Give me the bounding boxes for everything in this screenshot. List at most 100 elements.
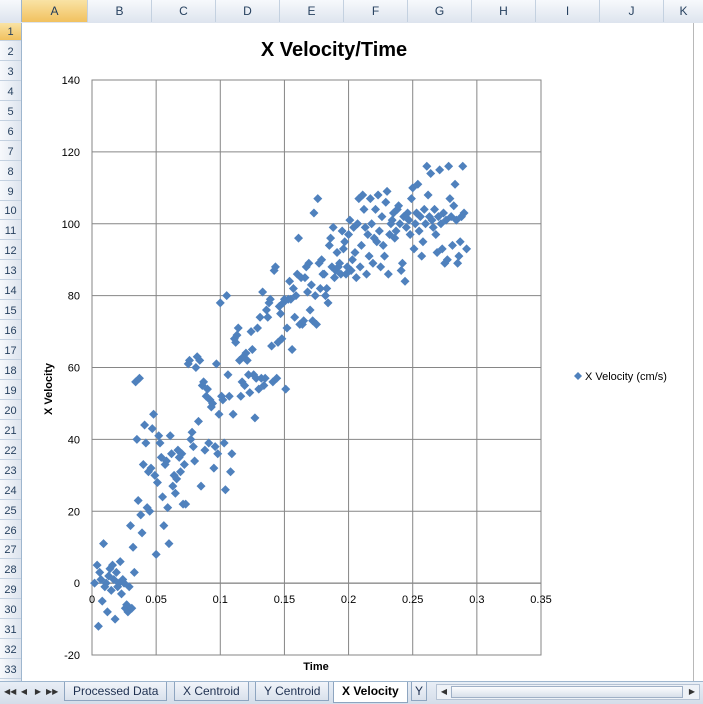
data-point — [161, 456, 171, 466]
y-tick-label: 120 — [62, 147, 80, 159]
worksheet[interactable]: -20 0 20 40 60 80 100 120 140 0 0.05 0.1 0.15 0.2 0.2… — [22, 23, 703, 681]
data-point — [214, 409, 224, 419]
row-header-27[interactable]: 27 — [0, 541, 21, 560]
x-tick-label: 0.3 — [469, 594, 484, 606]
data-point — [260, 373, 270, 383]
legend[interactable]: X Velocity (cm/s) — [574, 371, 667, 383]
y-tick-label: 100 — [62, 219, 80, 231]
row-header-9[interactable]: 9 — [0, 183, 21, 201]
chart-title[interactable]: X Velocity/Time — [261, 39, 407, 61]
row-header-18[interactable]: 18 — [0, 362, 21, 380]
next-sheet-icon[interactable]: ▶ — [34, 687, 42, 696]
row-header-26[interactable]: 26 — [0, 522, 21, 540]
column-header-b[interactable]: B — [88, 0, 152, 22]
data-point — [422, 161, 432, 171]
scroll-left-icon[interactable]: ◀ — [440, 687, 448, 696]
column-header-f[interactable]: F — [344, 0, 408, 22]
column-header-c[interactable]: C — [152, 0, 216, 22]
data-point — [372, 237, 382, 247]
data-point — [365, 194, 375, 204]
row-header-bar: 1 2 3 4 5 6 7 8 9 10 11 12 13 14 15 16 17 18 19 20 21 22 23 24 2… — [0, 23, 22, 681]
column-header-d[interactable]: D — [216, 0, 280, 22]
row-header-19[interactable]: 19 — [0, 382, 21, 400]
data-point — [335, 258, 345, 268]
row-header-15[interactable]: 15 — [0, 302, 21, 321]
data-point — [350, 248, 360, 257]
row-header-5[interactable]: 5 — [0, 103, 21, 121]
scatter-chart[interactable]: -20 0 20 40 60 80 100 120 140 0 0.05 0.1 0.15 0.2 0.2… — [22, 23, 693, 681]
data-point — [138, 460, 148, 470]
x-axis-label[interactable]: Time — [303, 661, 328, 673]
row-header-23[interactable]: 23 — [0, 462, 21, 480]
row-header-17[interactable]: 17 — [0, 342, 21, 361]
row-header-6[interactable]: 6 — [0, 123, 21, 141]
data-point — [108, 560, 118, 570]
data-point — [150, 470, 160, 480]
data-point — [188, 442, 198, 452]
scrollbar-thumb[interactable] — [451, 686, 683, 698]
row-header-16[interactable]: 16 — [0, 322, 21, 341]
data-point — [345, 215, 355, 225]
row-header-8[interactable]: 8 — [0, 163, 21, 181]
row-header-3[interactable]: 3 — [0, 63, 21, 81]
row-header-22[interactable]: 22 — [0, 442, 21, 460]
data-point — [147, 424, 157, 434]
row-header-12[interactable]: 12 — [0, 242, 21, 261]
data-point — [93, 621, 103, 631]
horizontal-scrollbar[interactable]: ◀ ▶ — [436, 684, 700, 700]
row-header-30[interactable]: 30 — [0, 601, 21, 620]
column-header-a[interactable]: A — [22, 0, 88, 22]
row-header-10[interactable]: 10 — [0, 202, 21, 221]
column-header-i[interactable]: I — [536, 0, 600, 22]
x-tick-label: 0.05 — [145, 594, 166, 606]
data-point — [390, 233, 400, 243]
column-header-e[interactable]: E — [280, 0, 344, 22]
row-header-4[interactable]: 4 — [0, 83, 21, 101]
data-point — [447, 240, 457, 250]
row-header-31[interactable]: 31 — [0, 621, 21, 640]
data-point — [265, 294, 275, 304]
data-point — [427, 215, 437, 225]
scroll-right-icon[interactable]: ▶ — [688, 687, 696, 696]
tab-y-centroid[interactable]: Y Centroid — [255, 682, 330, 701]
first-sheet-icon[interactable]: ◀◀ — [4, 687, 17, 696]
row-header-28[interactable]: 28 — [0, 561, 21, 580]
last-sheet-icon[interactable]: ▶▶ — [46, 687, 59, 696]
data-point — [435, 165, 445, 175]
data-point — [290, 312, 300, 322]
row-header-24[interactable]: 24 — [0, 482, 21, 500]
row-header-14[interactable]: 14 — [0, 282, 21, 301]
tab-processed-data[interactable]: Processed Data — [64, 682, 168, 701]
data-point — [428, 222, 438, 232]
row-header-2[interactable]: 2 — [0, 43, 21, 61]
data-point — [249, 370, 259, 380]
prev-sheet-icon[interactable]: ◀ — [20, 687, 28, 696]
chart-area[interactable]: -20 0 20 40 60 80 100 120 140 0 0.05 0.1 0.15 0.2 0.2… — [22, 23, 694, 681]
column-header-g[interactable]: G — [408, 0, 472, 22]
data-point — [415, 212, 425, 222]
row-header-25[interactable]: 25 — [0, 502, 21, 520]
select-all-corner[interactable] — [0, 0, 22, 22]
row-header-33[interactable]: 33 — [0, 661, 21, 680]
row-header-11[interactable]: 11 — [0, 222, 21, 241]
row-header-20[interactable]: 20 — [0, 402, 21, 420]
row-header-21[interactable]: 21 — [0, 422, 21, 440]
tab-x-velocity[interactable]: X Velocity — [333, 682, 408, 703]
row-header-32[interactable]: 32 — [0, 641, 21, 660]
row-header-1[interactable]: 1 — [0, 23, 21, 41]
tab-x-centroid[interactable]: X Centroid — [174, 682, 249, 701]
row-header-29[interactable]: 29 — [0, 581, 21, 600]
data-point — [404, 215, 414, 225]
data-point — [117, 589, 127, 599]
data-point — [258, 287, 268, 297]
row-header-13[interactable]: 13 — [0, 262, 21, 281]
data-point — [299, 316, 309, 326]
data-point — [129, 567, 139, 577]
column-header-k[interactable]: K — [664, 0, 703, 22]
tab-y-velocity[interactable]: Y — [411, 682, 428, 701]
column-header-h[interactable]: H — [472, 0, 536, 22]
y-axis-label[interactable]: X Velocity — [43, 362, 55, 415]
column-header-j[interactable]: J — [600, 0, 664, 22]
row-header-7[interactable]: 7 — [0, 143, 21, 161]
